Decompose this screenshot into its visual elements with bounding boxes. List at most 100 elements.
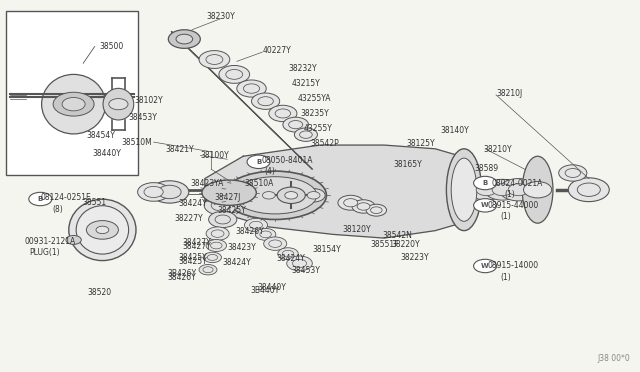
Circle shape xyxy=(499,179,538,201)
Text: 38453Y: 38453Y xyxy=(291,266,320,275)
Text: 3B440Y: 3B440Y xyxy=(251,286,280,295)
Circle shape xyxy=(86,221,118,239)
Circle shape xyxy=(285,192,298,199)
Text: 08024-0021A: 08024-0021A xyxy=(492,179,543,187)
Circle shape xyxy=(211,242,222,249)
Circle shape xyxy=(66,235,81,244)
Text: J38 00*0: J38 00*0 xyxy=(598,354,630,363)
Circle shape xyxy=(237,80,266,97)
Circle shape xyxy=(209,211,237,228)
Circle shape xyxy=(568,178,609,202)
Ellipse shape xyxy=(202,180,256,205)
Text: B: B xyxy=(38,196,43,202)
Text: 38425Y: 38425Y xyxy=(178,253,207,262)
Circle shape xyxy=(150,181,189,203)
Circle shape xyxy=(244,218,268,232)
Text: 08915-14000: 08915-14000 xyxy=(488,262,539,270)
Text: 38440Y: 38440Y xyxy=(257,283,286,292)
Circle shape xyxy=(206,240,227,251)
Circle shape xyxy=(559,165,587,181)
Text: 38421Y: 38421Y xyxy=(165,145,194,154)
Circle shape xyxy=(292,259,307,267)
Circle shape xyxy=(275,109,291,118)
Circle shape xyxy=(264,237,287,250)
Circle shape xyxy=(300,131,312,138)
Text: 38125Y: 38125Y xyxy=(406,139,435,148)
Text: B: B xyxy=(483,180,488,186)
Text: 38220Y: 38220Y xyxy=(392,240,420,249)
Circle shape xyxy=(158,185,181,199)
Ellipse shape xyxy=(447,149,482,231)
Circle shape xyxy=(269,105,297,122)
Text: 38423Y: 38423Y xyxy=(227,243,256,252)
Text: 08915-44000: 08915-44000 xyxy=(488,201,539,210)
Circle shape xyxy=(211,230,224,237)
Text: 08050-8401A: 08050-8401A xyxy=(261,156,312,165)
Text: 38102Y: 38102Y xyxy=(134,96,163,105)
Circle shape xyxy=(484,179,520,200)
Text: 38427Y: 38427Y xyxy=(182,238,211,247)
Circle shape xyxy=(577,183,600,196)
Polygon shape xyxy=(172,32,312,169)
Circle shape xyxy=(199,51,230,68)
Circle shape xyxy=(468,179,504,200)
Circle shape xyxy=(53,92,94,116)
Circle shape xyxy=(204,196,237,215)
Circle shape xyxy=(474,176,497,190)
Text: 38100Y: 38100Y xyxy=(200,151,229,160)
Text: PLUG(1): PLUG(1) xyxy=(29,248,60,257)
Circle shape xyxy=(215,215,230,224)
Text: B: B xyxy=(256,159,261,165)
Text: (1): (1) xyxy=(504,190,515,199)
Circle shape xyxy=(302,189,325,202)
Circle shape xyxy=(211,200,230,211)
Text: 38210Y: 38210Y xyxy=(483,145,512,154)
Ellipse shape xyxy=(76,206,129,254)
Circle shape xyxy=(492,184,513,196)
Circle shape xyxy=(247,155,270,169)
Text: 40227Y: 40227Y xyxy=(262,46,291,55)
Text: 38453Y: 38453Y xyxy=(128,113,157,122)
Circle shape xyxy=(258,97,273,106)
Circle shape xyxy=(109,99,128,110)
Text: 38424Y: 38424Y xyxy=(223,258,252,267)
Text: 38235Y: 38235Y xyxy=(301,109,330,118)
Text: 38154Y: 38154Y xyxy=(312,246,341,254)
Text: 38440Y: 38440Y xyxy=(93,149,122,158)
Text: 38223Y: 38223Y xyxy=(400,253,429,262)
Circle shape xyxy=(243,84,260,93)
Text: 38510M: 38510M xyxy=(122,138,152,147)
Circle shape xyxy=(278,248,298,260)
Ellipse shape xyxy=(69,199,136,260)
Circle shape xyxy=(474,199,497,212)
Text: 38426Y: 38426Y xyxy=(236,227,264,236)
Ellipse shape xyxy=(522,156,553,223)
Bar xyxy=(6,11,138,175)
Text: 38210J: 38210J xyxy=(496,89,522,98)
Ellipse shape xyxy=(42,74,106,134)
Text: 38426Y: 38426Y xyxy=(168,273,196,282)
Text: 38542N: 38542N xyxy=(383,231,413,240)
Text: 43255Y: 43255Y xyxy=(304,124,333,133)
Circle shape xyxy=(366,204,387,216)
Circle shape xyxy=(250,221,262,229)
Text: 3B426Y: 3B426Y xyxy=(168,269,197,278)
Text: 38427J: 38427J xyxy=(214,193,241,202)
Text: 38425Y: 38425Y xyxy=(218,206,246,215)
Circle shape xyxy=(219,65,250,83)
Text: 38520: 38520 xyxy=(87,288,111,296)
Circle shape xyxy=(168,30,200,48)
Circle shape xyxy=(344,199,358,207)
Circle shape xyxy=(252,93,280,109)
Text: (1): (1) xyxy=(500,212,511,221)
Text: (1): (1) xyxy=(500,273,511,282)
Circle shape xyxy=(524,182,552,198)
Circle shape xyxy=(226,70,243,79)
Text: (8): (8) xyxy=(52,205,63,214)
Text: 38427Y: 38427Y xyxy=(182,242,211,251)
Circle shape xyxy=(262,192,275,199)
Circle shape xyxy=(307,192,320,199)
Circle shape xyxy=(277,187,305,203)
Circle shape xyxy=(474,259,497,273)
Text: 38542P: 38542P xyxy=(310,139,339,148)
